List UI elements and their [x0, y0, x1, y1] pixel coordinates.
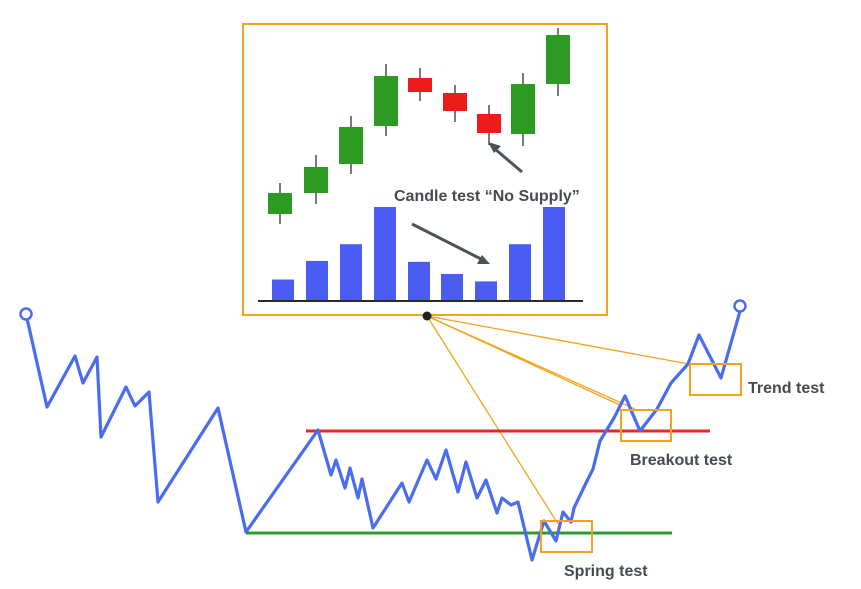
bullish-candle: [546, 28, 570, 96]
bullish-candle: [511, 73, 535, 146]
bullish-candle: [374, 64, 398, 136]
trend-test-box: [689, 363, 742, 396]
volume-bar: [272, 279, 294, 300]
volume-bars-group: [272, 207, 565, 300]
volume-bar: [340, 244, 362, 300]
arrow-to-volume-icon: [411, 222, 490, 264]
bearish-candle: [443, 85, 467, 122]
bullish-candle: [339, 116, 363, 174]
connection-dot: [422, 311, 432, 321]
candle-test-label: Candle test “No Supply”: [394, 188, 580, 205]
arrow-to-candle-icon: [488, 142, 523, 174]
price-start-marker: [19, 307, 33, 321]
volume-bar: [475, 281, 497, 300]
price-line: [24, 309, 742, 562]
volume-bar: [441, 273, 463, 300]
price-end-marker: [733, 299, 747, 313]
volume-bar: [509, 244, 531, 300]
candlestick-group: [268, 28, 570, 224]
bullish-candle: [304, 155, 328, 204]
trend-test-label: Trend test: [748, 380, 825, 397]
breakout-test-label: Breakout test: [630, 452, 733, 469]
volume-bar: [306, 260, 328, 300]
spring-test-label: Spring test: [564, 563, 648, 580]
spring-test-box: [540, 520, 593, 553]
volume-bar: [374, 207, 396, 300]
volume-bar: [408, 261, 430, 300]
bearish-candle: [477, 105, 501, 145]
callout-lines: [426, 315, 690, 525]
bearish-candle: [408, 68, 432, 101]
bullish-candle: [268, 183, 292, 224]
volume-bar: [543, 207, 565, 300]
breakout-test-box: [620, 409, 672, 442]
